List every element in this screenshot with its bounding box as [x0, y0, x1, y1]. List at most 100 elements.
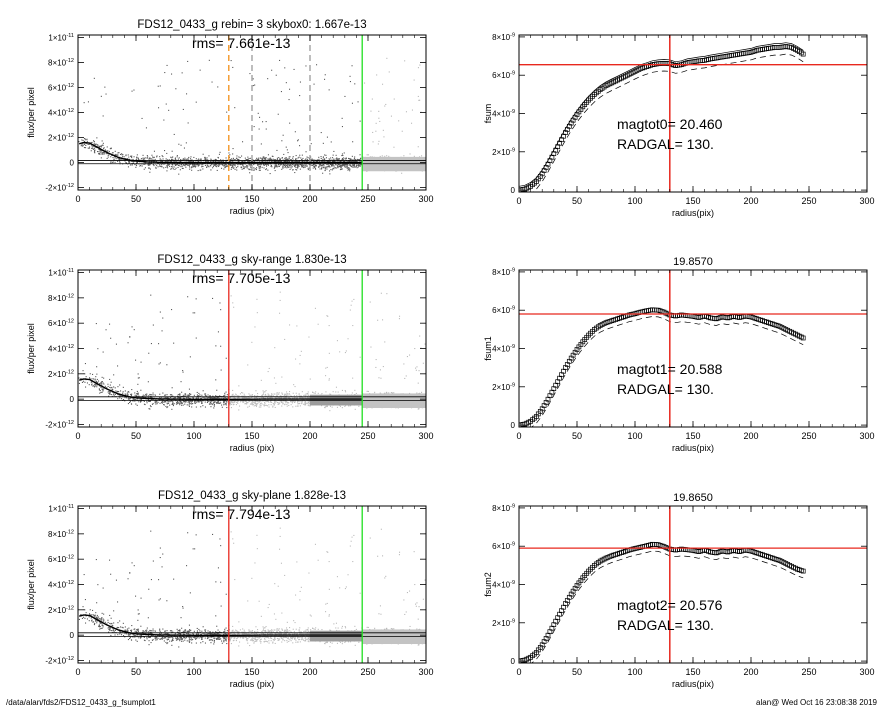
data-point	[119, 161, 121, 163]
data-point	[173, 342, 175, 344]
data-point	[285, 165, 287, 167]
data-point	[213, 164, 215, 166]
data-point	[358, 163, 360, 165]
data-point	[143, 403, 145, 405]
data-point	[348, 164, 350, 166]
data-point	[143, 400, 145, 402]
data-point	[280, 163, 282, 165]
data-point	[166, 165, 168, 167]
data-point	[185, 158, 187, 160]
data-point	[161, 402, 163, 404]
data-point	[356, 167, 358, 169]
data-point	[322, 142, 324, 144]
data-point	[107, 156, 109, 158]
data-point	[319, 165, 321, 167]
data-point	[276, 395, 278, 397]
data-point	[185, 401, 187, 403]
data-point	[127, 158, 129, 160]
data-point	[224, 392, 226, 394]
data-point	[309, 164, 311, 166]
data-point	[206, 397, 208, 399]
data-point	[267, 393, 269, 395]
data-point	[281, 160, 283, 162]
data-point	[210, 160, 212, 162]
data-point	[244, 160, 246, 162]
data-point	[286, 391, 288, 393]
data-point	[200, 169, 202, 171]
data-point	[161, 160, 163, 162]
data-point	[192, 166, 194, 168]
data-point	[136, 156, 138, 158]
data-point	[168, 402, 170, 404]
data-point	[150, 160, 152, 162]
data-point	[196, 395, 198, 397]
data-point	[199, 169, 201, 171]
data-point	[254, 401, 256, 403]
data-point	[149, 164, 151, 166]
data-point	[183, 159, 185, 161]
data-point	[295, 163, 297, 165]
data-point	[132, 400, 134, 402]
data-point	[289, 168, 291, 170]
data-point	[138, 377, 140, 379]
data-point	[257, 112, 259, 114]
data-point	[274, 170, 276, 172]
data-point	[266, 405, 268, 407]
data-point	[165, 397, 167, 399]
data-point	[286, 401, 288, 403]
data-point	[158, 107, 160, 109]
data-point	[159, 311, 161, 313]
data-point	[204, 393, 206, 395]
data-point	[299, 145, 301, 147]
data-point	[196, 396, 198, 398]
data-point	[353, 165, 355, 167]
data-point	[180, 166, 182, 168]
data-point	[329, 163, 331, 165]
data-point	[188, 388, 190, 390]
data-point	[195, 163, 197, 165]
data-point	[155, 403, 157, 405]
data-point	[262, 390, 264, 392]
data-point	[313, 165, 315, 167]
data-point	[259, 157, 261, 159]
data-point	[136, 395, 138, 397]
data-point	[167, 163, 169, 165]
data-point	[166, 402, 168, 404]
data-point	[160, 399, 162, 401]
data-point	[324, 406, 326, 408]
x-tick-label: 100	[627, 196, 642, 206]
data-point	[274, 400, 276, 402]
data-point	[298, 394, 300, 396]
data-point	[242, 160, 244, 162]
data-point	[160, 160, 162, 162]
data-point	[197, 165, 199, 167]
data-point	[180, 402, 182, 404]
data-point	[245, 166, 247, 168]
data-point	[171, 164, 173, 166]
data-point	[97, 151, 99, 153]
data-point	[206, 166, 208, 168]
data-point	[232, 161, 234, 163]
data-point	[393, 146, 395, 148]
data-point	[142, 158, 144, 160]
data-point	[188, 395, 190, 397]
data-point	[196, 401, 198, 403]
data-point	[357, 166, 359, 168]
data-point	[144, 404, 146, 406]
data-point	[236, 159, 238, 161]
data-point	[326, 164, 328, 166]
data-point	[298, 160, 300, 162]
data-point	[265, 121, 267, 123]
data-point	[146, 157, 148, 159]
data-point	[271, 393, 273, 395]
data-point	[207, 394, 209, 396]
data-point	[331, 169, 333, 171]
data-point	[370, 110, 372, 112]
data-point	[330, 157, 332, 159]
data-point	[82, 145, 84, 147]
data-point	[182, 404, 184, 406]
data-point	[330, 169, 332, 171]
data-point	[403, 155, 405, 157]
data-point	[171, 150, 173, 152]
data-point	[262, 392, 264, 394]
